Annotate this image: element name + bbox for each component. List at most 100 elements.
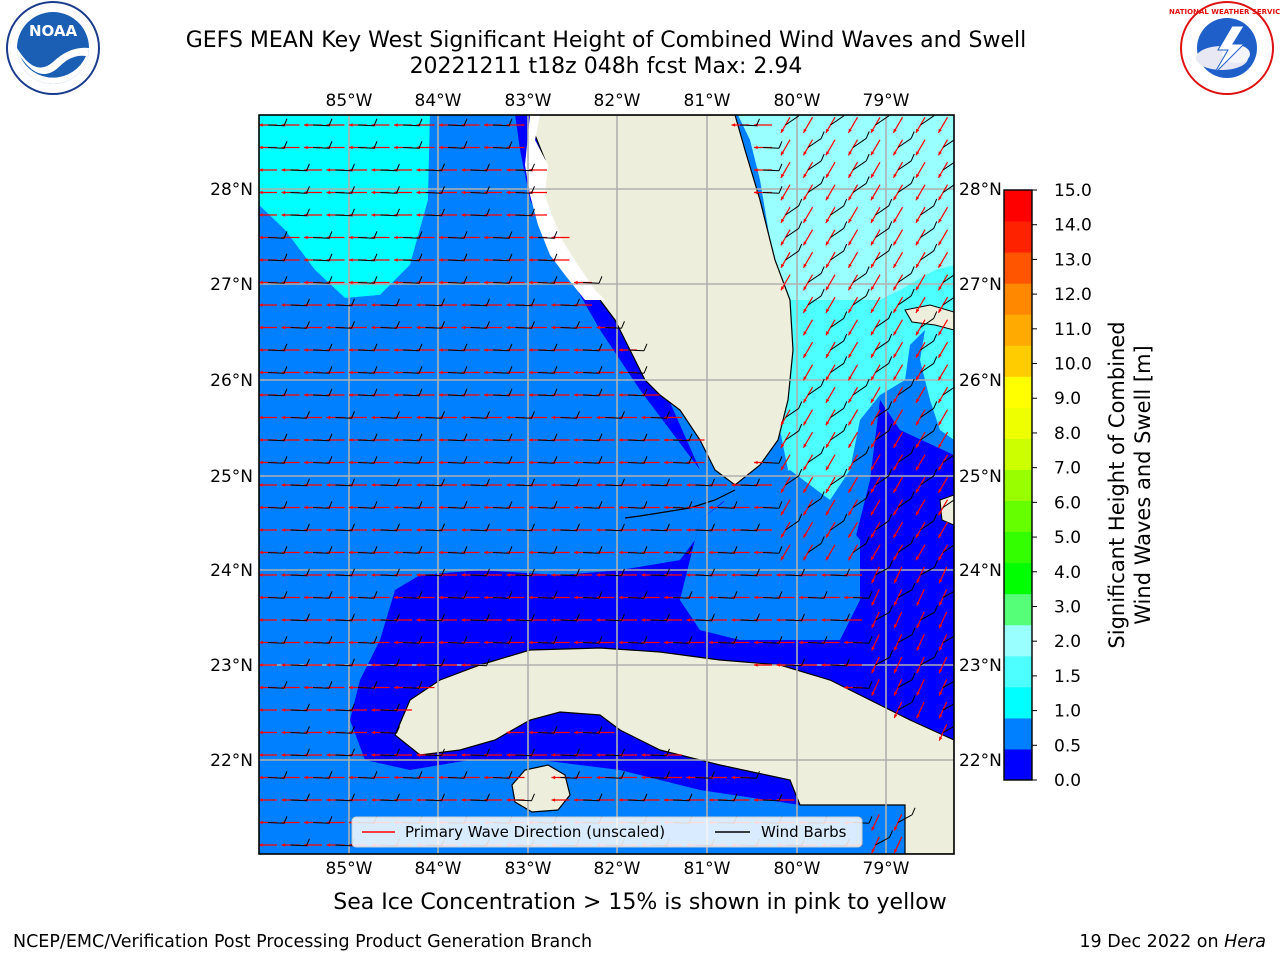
sea-ice-note: Sea Ice Concentration > 15% is shown in … bbox=[333, 890, 947, 915]
wave-arrowhead bbox=[641, 573, 646, 577]
wind-barb-staff bbox=[447, 597, 465, 599]
wind-barb-flag bbox=[463, 771, 468, 779]
wind-barb-flag bbox=[643, 501, 648, 509]
wind-barb-staff bbox=[515, 484, 532, 487]
colorbar-segment bbox=[1004, 190, 1032, 222]
wave-arrowhead bbox=[825, 241, 830, 246]
wind-barb-staff bbox=[357, 642, 375, 644]
wind-barb-flag bbox=[418, 433, 423, 441]
lat-tick-right: 27°N bbox=[959, 275, 1002, 295]
wind-barb-flag bbox=[820, 446, 825, 454]
wave-arrowhead bbox=[529, 730, 533, 735]
wind-barb-flag bbox=[553, 636, 558, 644]
colorbar-tick-label: 13.0 bbox=[1054, 250, 1092, 270]
wave-arrowhead bbox=[803, 331, 807, 336]
wind-barb-flag bbox=[351, 298, 355, 306]
wind-barb-staff bbox=[312, 507, 330, 509]
wind-barb-flag bbox=[688, 636, 693, 644]
wave-arrowhead bbox=[349, 595, 353, 600]
wave-arrowhead bbox=[574, 438, 578, 442]
wind-barb-flag bbox=[486, 478, 490, 486]
lon-tick-top: 83°W bbox=[505, 91, 552, 111]
wind-barb-staff bbox=[447, 124, 465, 127]
wave-arrowhead bbox=[870, 263, 875, 268]
wave-arrowhead bbox=[893, 308, 897, 313]
wave-arrowhead bbox=[821, 573, 826, 577]
wave-arrowhead bbox=[780, 556, 785, 561]
noaa-logo: NOAA bbox=[6, 1, 100, 95]
wind-barb-staff bbox=[627, 394, 645, 397]
wind-barb-staff bbox=[267, 597, 285, 599]
wind-barb-staff bbox=[717, 507, 735, 509]
wind-barb-staff bbox=[380, 192, 397, 194]
wave-arrowhead bbox=[915, 488, 920, 493]
wind-barb-staff bbox=[897, 543, 912, 553]
wave-arrowhead bbox=[551, 775, 556, 780]
wind-barb-flag bbox=[643, 366, 648, 374]
wave-arrowhead bbox=[394, 348, 398, 352]
wave-arrowhead bbox=[776, 663, 781, 667]
wind-barb-staff bbox=[537, 439, 555, 442]
wave-arrowhead bbox=[529, 348, 533, 352]
wind-barb-flag bbox=[508, 141, 513, 149]
wave-arrowhead bbox=[938, 556, 942, 561]
wave-arrowhead bbox=[259, 258, 263, 262]
wave-arrowhead bbox=[915, 331, 920, 336]
wind-barb-flag bbox=[778, 636, 783, 644]
wind-barb-staff bbox=[830, 430, 844, 441]
wind-barb-flag bbox=[933, 243, 938, 252]
wave-arrowhead bbox=[596, 325, 601, 330]
wind-barb-flag bbox=[418, 253, 423, 261]
wave-arrowhead bbox=[894, 714, 898, 719]
wind-barb-flag bbox=[756, 613, 760, 621]
lat-ticks-left: 28°N 27°N 26°N 25°N 24°N 23°N 22°N bbox=[210, 180, 253, 771]
map-frame bbox=[258, 114, 955, 855]
wind-barb-staff bbox=[515, 529, 532, 532]
wave-arrowhead bbox=[416, 753, 421, 757]
wind-barb-flag bbox=[508, 276, 513, 284]
wave-arrowhead bbox=[349, 348, 353, 352]
wind-barb-flag bbox=[910, 536, 915, 544]
wind-barb-staff bbox=[357, 282, 375, 284]
wave-arrowhead bbox=[870, 308, 875, 313]
wave-arrowhead bbox=[754, 145, 758, 150]
wind-barb-staff bbox=[492, 777, 510, 779]
wave-arrowhead bbox=[848, 308, 852, 313]
wind-barb-staff bbox=[830, 115, 844, 126]
wind-barb-staff bbox=[447, 642, 465, 644]
wind-barb-staff bbox=[717, 642, 735, 644]
wind-barb-flag bbox=[846, 613, 850, 621]
wave-arrowhead bbox=[461, 325, 466, 330]
wave-arrowhead bbox=[825, 263, 830, 268]
wave-arrowhead bbox=[915, 286, 920, 291]
wave-arrowhead bbox=[939, 646, 943, 651]
wind-barb-flag bbox=[508, 118, 513, 126]
wave-arrowhead bbox=[439, 595, 443, 600]
wind-barb-staff bbox=[830, 340, 844, 351]
wave-arrowhead bbox=[371, 708, 376, 712]
wave-arrowhead bbox=[371, 483, 376, 487]
wave-arrowhead bbox=[439, 460, 443, 465]
wind-barb-staff bbox=[425, 327, 442, 329]
lon-tick-top: 79°W bbox=[863, 91, 910, 111]
wave-arrowhead bbox=[484, 505, 488, 510]
wind-barb-staff bbox=[942, 139, 954, 148]
wind-barb-flag bbox=[441, 613, 445, 621]
wind-barb-flag bbox=[508, 501, 513, 509]
wave-arrowhead bbox=[371, 168, 376, 172]
wave-arrowhead bbox=[484, 258, 488, 262]
wind-barb-flag bbox=[798, 468, 803, 477]
wave-arrowhead bbox=[825, 196, 830, 201]
wind-barb-flag bbox=[933, 401, 938, 409]
wind-barb-flag bbox=[598, 456, 603, 464]
wave-arrowhead bbox=[304, 258, 308, 262]
wind-barb-staff bbox=[402, 372, 420, 374]
wave-arrowhead bbox=[893, 218, 897, 223]
wave-arrowhead bbox=[938, 196, 942, 201]
colorbar-segment bbox=[1004, 469, 1032, 502]
wave-arrowhead bbox=[870, 533, 875, 538]
wave-arrowhead bbox=[394, 640, 398, 645]
wind-barb-flag bbox=[933, 198, 938, 207]
wind-barb-flag bbox=[441, 186, 445, 194]
wind-barb-flag bbox=[756, 118, 760, 126]
